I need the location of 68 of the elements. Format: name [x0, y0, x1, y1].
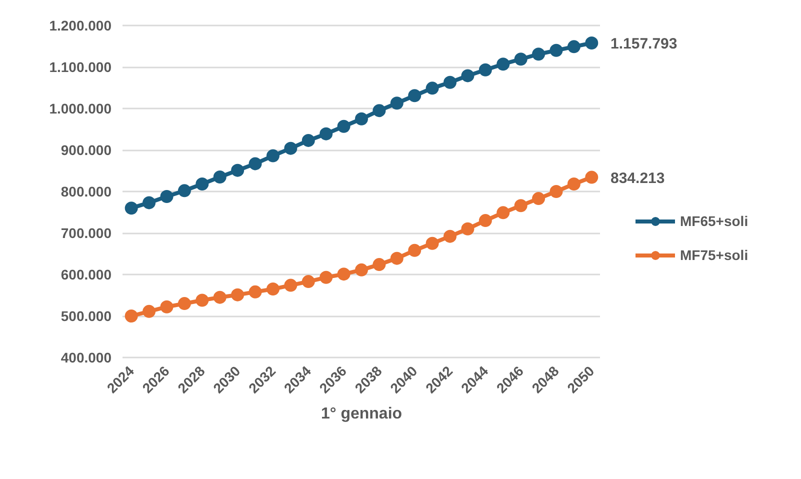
- point: [213, 290, 226, 304]
- legend-label: MF75+soli: [680, 247, 748, 263]
- data-label: 834.213: [610, 170, 665, 187]
- point: [142, 304, 156, 318]
- point: [160, 190, 174, 203]
- point: [337, 268, 350, 281]
- y-tick-label: 1.100.000: [49, 59, 112, 75]
- point: [355, 263, 368, 276]
- point: [532, 48, 546, 61]
- point: [372, 104, 386, 118]
- point: [478, 63, 492, 76]
- point: [302, 275, 315, 288]
- y-tick-label: 1.200.000: [49, 18, 112, 34]
- y-tick-label: 700.000: [60, 225, 112, 241]
- point: [196, 294, 209, 307]
- y-tick-label: 400.000: [60, 350, 112, 366]
- point: [231, 164, 244, 177]
- point: [320, 127, 333, 140]
- point: [514, 199, 528, 212]
- data-label: 1.157.793: [610, 36, 678, 53]
- point: [142, 196, 156, 210]
- legend-label: MF65+soli: [680, 213, 748, 229]
- point: [461, 69, 474, 82]
- y-tick-label: 1.000.000: [49, 100, 112, 116]
- point: [390, 96, 404, 110]
- point: [426, 82, 439, 95]
- point: [444, 230, 457, 243]
- point: [178, 184, 191, 198]
- point: [408, 89, 422, 102]
- point: [478, 214, 492, 228]
- x-axis-title: 1° gennaio: [320, 406, 402, 423]
- point: [426, 236, 439, 250]
- point: [390, 252, 404, 265]
- point: [266, 282, 280, 296]
- y-tick-label: 900.000: [60, 142, 112, 158]
- point: [160, 300, 174, 314]
- y-tick-label: 600.000: [60, 266, 112, 282]
- point: [337, 120, 350, 133]
- point: [355, 112, 368, 126]
- point: [231, 288, 244, 302]
- point: [550, 44, 563, 57]
- point: [196, 178, 209, 191]
- point: [213, 170, 226, 184]
- point: [496, 206, 510, 220]
- point: [514, 52, 528, 66]
- y-tick-label: 800.000: [60, 184, 112, 200]
- point: [284, 142, 298, 155]
- point: [444, 76, 457, 89]
- point: [567, 40, 580, 54]
- point: [550, 185, 563, 198]
- point: [248, 157, 262, 170]
- point: [585, 36, 598, 50]
- point: [567, 178, 580, 191]
- point: [585, 170, 598, 184]
- point: [266, 149, 280, 162]
- point: [178, 297, 191, 310]
- y-tick-label: 500.000: [60, 308, 112, 324]
- point: [320, 270, 333, 284]
- point: [124, 310, 138, 322]
- point: [284, 278, 298, 292]
- point: [496, 58, 510, 71]
- point: [124, 202, 138, 215]
- point: [408, 244, 422, 257]
- point: [248, 285, 262, 298]
- point: [461, 222, 474, 236]
- point: [372, 258, 386, 272]
- point: [532, 192, 546, 206]
- point: [302, 134, 315, 147]
